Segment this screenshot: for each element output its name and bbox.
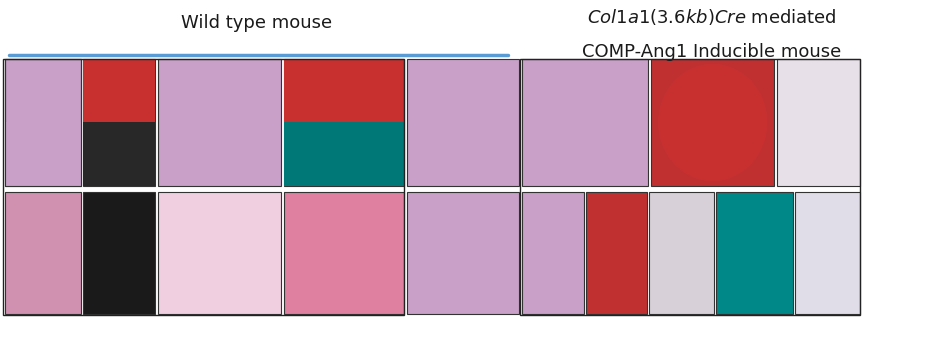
- Bar: [522, 192, 584, 314]
- Text: COMP-Ang1 Inducible mouse: COMP-Ang1 Inducible mouse: [582, 43, 842, 61]
- Bar: [3, 59, 404, 315]
- Bar: [5, 192, 81, 314]
- Bar: [284, 122, 404, 186]
- Bar: [5, 59, 81, 186]
- Bar: [407, 192, 519, 314]
- Bar: [5, 59, 81, 186]
- Text: Wild type mouse: Wild type mouse: [180, 14, 332, 32]
- Bar: [83, 192, 155, 314]
- Bar: [83, 59, 155, 122]
- Bar: [284, 59, 404, 122]
- Bar: [284, 192, 404, 314]
- Bar: [522, 59, 648, 186]
- Bar: [586, 192, 647, 314]
- Bar: [649, 192, 714, 314]
- Bar: [520, 59, 860, 315]
- Bar: [795, 192, 860, 314]
- Bar: [284, 59, 404, 186]
- Bar: [651, 59, 774, 186]
- Ellipse shape: [658, 64, 767, 181]
- Bar: [83, 122, 155, 186]
- Bar: [777, 59, 860, 186]
- Bar: [5, 122, 81, 186]
- Bar: [158, 59, 281, 186]
- Text: $\it{Col1a1(3.6kb)Cre}$ mediated: $\it{Col1a1(3.6kb)Cre}$ mediated: [586, 7, 837, 27]
- Bar: [716, 192, 793, 314]
- Bar: [158, 192, 281, 314]
- Bar: [407, 59, 519, 186]
- Bar: [83, 59, 155, 186]
